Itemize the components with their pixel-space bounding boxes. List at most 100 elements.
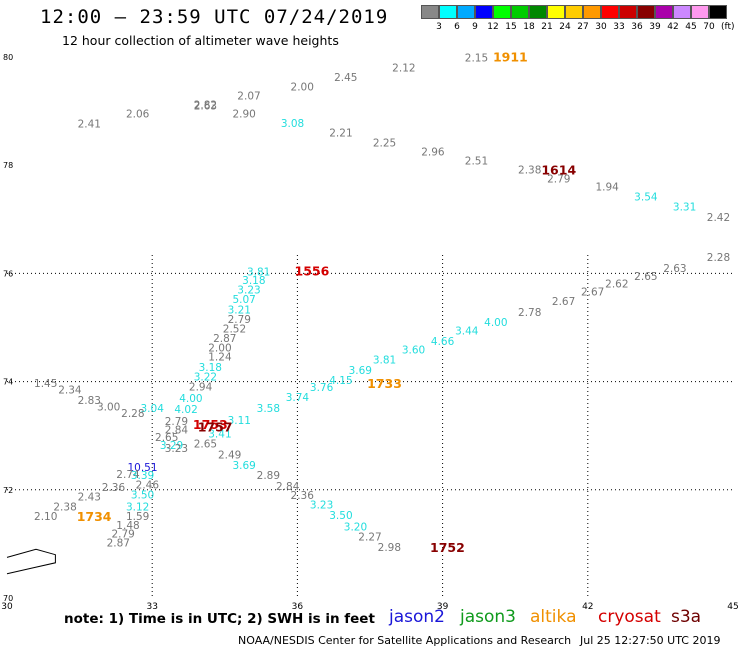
legend-swatch [637, 5, 655, 19]
lon-tick-label: 36 [292, 602, 304, 612]
legend-label: 3 [436, 22, 442, 32]
wave-height-label: 3.18 [199, 362, 222, 374]
legend-swatch [601, 5, 619, 19]
wave-height-label: 3.04 [141, 403, 165, 415]
lon-tick-label: 42 [582, 602, 593, 612]
pass-time-label: 1752 [430, 540, 465, 555]
wave-height-label: 10.51 [127, 462, 157, 474]
legend-swatch [619, 5, 637, 19]
wave-height-label: 2.51 [465, 156, 488, 168]
wave-height-label: 1.59 [126, 511, 149, 523]
wave-height-label: 3.21 [228, 304, 251, 316]
lon-tick-label: 45 [727, 602, 738, 612]
lat-tick-label: 70 [3, 594, 13, 603]
pass-time-label: 1734 [77, 509, 112, 524]
wave-height-label: 2.07 [237, 91, 260, 103]
wave-height-label: 2.21 [329, 128, 352, 140]
satellite-altika-label: altika [530, 607, 577, 627]
legend-label: 45 [685, 22, 697, 32]
wave-height-label: 3.41 [208, 428, 231, 440]
wave-height-label: 2.28 [121, 408, 144, 420]
pass-time-label: 1757 [198, 419, 233, 434]
legend-label: 9 [472, 22, 478, 32]
wave-height-label: 2.45 [334, 72, 357, 84]
satellite-jason3-label: jason3 [460, 607, 516, 627]
wave-height-label: 3.58 [257, 403, 280, 415]
wave-height-label: 2.65 [155, 432, 178, 444]
lon-tick-label: 33 [146, 602, 157, 612]
wave-height-label: 2.34 [58, 385, 82, 397]
wave-height-label: 2.52 [223, 323, 246, 335]
wave-height-label: 2.87 [107, 538, 130, 550]
wave-height-label: 3.29 [160, 440, 183, 452]
wave-height-label: 2.96 [421, 146, 445, 158]
legend-label: 30 [595, 22, 607, 32]
wave-height-label: 2.90 [232, 109, 255, 121]
wave-height-label: 2.49 [218, 449, 241, 461]
lat-tick-label: 74 [3, 378, 13, 387]
wave-height-label: 3.60 [402, 344, 425, 356]
generated-timestamp: Jul 25 12:27:50 UTC 2019 [580, 634, 721, 647]
legend-swatch [493, 5, 511, 19]
legend-swatch [529, 5, 547, 19]
legend-swatch [691, 5, 709, 19]
wave-height-label: 2.38 [518, 164, 541, 176]
wave-height-label: 3.08 [281, 118, 304, 130]
wave-height-label: 2.15 [465, 52, 488, 64]
legend-label: 33 [613, 22, 625, 32]
wave-height-label: 2.79 [228, 314, 251, 326]
legend-label: 12 [487, 22, 499, 32]
wave-height-label: 1.94 [595, 182, 619, 194]
lat-tick-label: 78 [3, 161, 13, 170]
wave-height-label: 3.76 [310, 382, 334, 394]
wave-height-label: 2.36 [291, 490, 315, 502]
wave-height-label: 2.28 [707, 252, 730, 264]
wave-height-label: 2.94 [189, 381, 213, 393]
wave-height-label: 4.02 [174, 404, 197, 416]
wave-height-label: 3.23 [237, 284, 260, 296]
legend-label: 21 [541, 22, 553, 32]
legend-swatch [421, 5, 439, 19]
wave-height-label: 2.84 [165, 425, 189, 437]
wave-height-label: 3.23 [165, 443, 188, 455]
wave-height-label: 2.42 [707, 212, 730, 224]
legend-swatch [673, 5, 691, 19]
legend-label: 6 [454, 22, 460, 32]
pass-time-label: 1614 [541, 162, 576, 177]
wave-height-label: 3.50 [131, 489, 154, 501]
satellite-s3a-label: s3a [671, 607, 702, 627]
wave-height-label: 3.69 [232, 460, 255, 472]
legend-swatch [583, 5, 601, 19]
wave-height-label: 3.50 [329, 510, 352, 522]
legend-label: 15 [505, 22, 517, 32]
wave-height-label: 2.65 [194, 439, 217, 451]
wave-height-label: 3.54 [634, 191, 658, 203]
wave-height-label: 2.41 [78, 118, 101, 130]
coastline [6, 548, 56, 575]
legend-label: 24 [559, 22, 571, 32]
wave-height-label: 3.81 [373, 355, 396, 367]
wave-height-label: 1.45 [34, 378, 57, 390]
wave-height-label: 4.00 [179, 393, 202, 405]
legend-swatch [709, 5, 727, 19]
wave-height-label: 2.36 [102, 482, 126, 494]
wave-height-label: 2.27 [358, 532, 381, 544]
legend-swatch [475, 5, 493, 19]
wave-height-label: 2.87 [213, 333, 236, 345]
pass-time-label: 1753 [193, 417, 228, 432]
wave-height-label: 3.11 [228, 415, 251, 427]
wave-height-label: 4.00 [484, 317, 507, 329]
wave-height-label: 2.74 [116, 469, 140, 481]
satellite-cryosat-label: cryosat [598, 607, 661, 627]
lon-tick-label: 30 [1, 602, 13, 612]
legend-swatch [655, 5, 673, 19]
wave-height-label: 2.83 [78, 395, 101, 407]
wave-height-label: 2.89 [257, 470, 280, 482]
wave-height-label: 2.98 [378, 542, 401, 554]
wave-height-label: 2.10 [34, 511, 57, 523]
wave-height-label: 2.43 [78, 492, 101, 504]
wave-height-label: 3.81 [247, 267, 270, 279]
pass-time-label: 1556 [295, 264, 330, 279]
wave-height-label: 2.00 [291, 82, 314, 94]
